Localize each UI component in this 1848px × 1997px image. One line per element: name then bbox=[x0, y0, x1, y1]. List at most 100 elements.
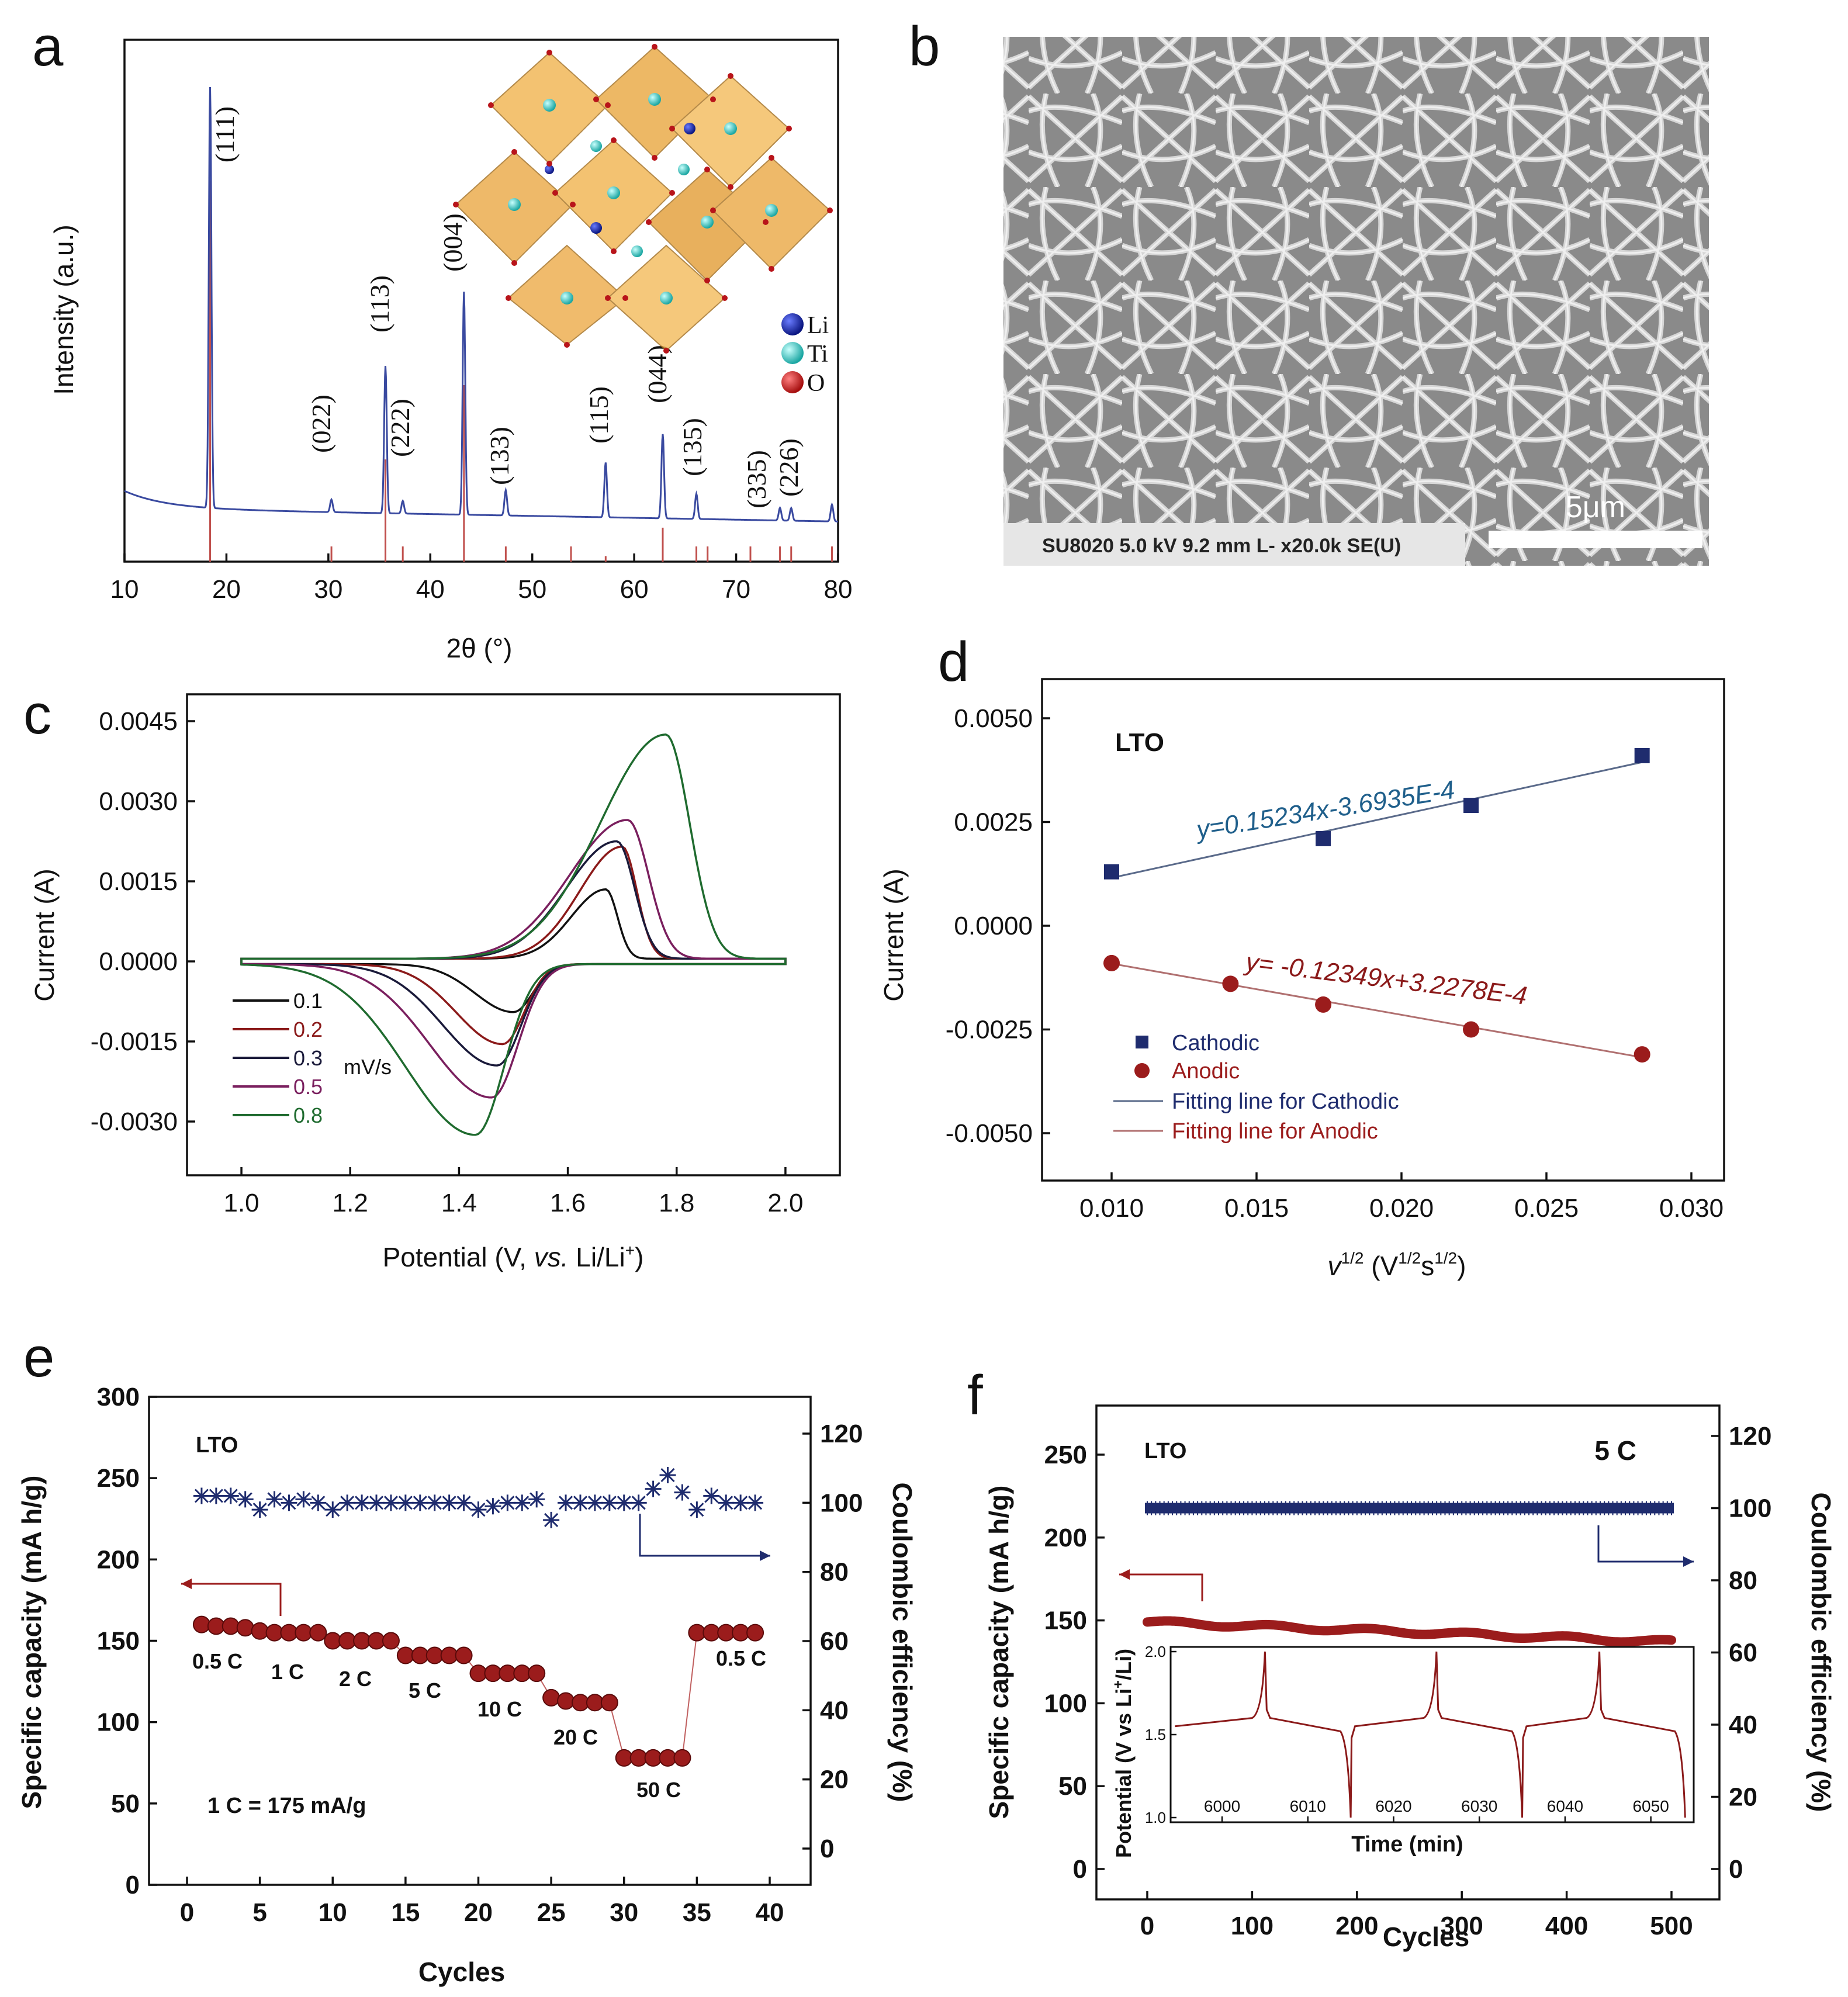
cycling-rate: 5 C bbox=[1594, 1435, 1636, 1466]
legend-cathodic-marker bbox=[1136, 1036, 1148, 1048]
legend-anodic-marker bbox=[1134, 1063, 1150, 1078]
xrd-plot-frame bbox=[123, 39, 839, 563]
cycling-y-right-label: Coulombic efficiency (%) bbox=[1806, 1493, 1836, 1812]
rate-data: 0.5 C 1 C 2 C 5 C 10 C 20 C 50 C 0.5 C bbox=[192, 1467, 766, 1802]
cycling-y-right-tick-label: 40 bbox=[1729, 1711, 1757, 1739]
capacity-point bbox=[309, 1624, 327, 1642]
fit-line-anodic bbox=[1111, 963, 1642, 1058]
fit-axis-ticks: 0.010 0.015 0.020 0.025 0.030 0.0050 0.0025 0.0… bbox=[946, 704, 1724, 1223]
rate-x-tick-label: 35 bbox=[683, 1898, 711, 1927]
rate-y-right-tick-label: 80 bbox=[820, 1558, 849, 1587]
inset-frame bbox=[1169, 1646, 1695, 1823]
rate-x-tick-label: 5 bbox=[252, 1898, 267, 1927]
cycling-title: LTO bbox=[1144, 1439, 1186, 1463]
capacity-line bbox=[201, 1624, 756, 1759]
fit-x-tick-label: 0.015 bbox=[1224, 1194, 1289, 1223]
rate-y-left-tick-label: 100 bbox=[97, 1708, 140, 1737]
efficiency-point bbox=[193, 1487, 210, 1504]
cv-legend-label: 0.1 bbox=[293, 989, 323, 1013]
rate-y-left-tick-label: 250 bbox=[97, 1464, 140, 1493]
efficiency-point bbox=[470, 1501, 487, 1518]
fit-y-tick-label: 0.0050 bbox=[954, 704, 1033, 733]
cv-y-label: Current (A) bbox=[29, 868, 60, 1001]
rate-x-tick-label: 40 bbox=[756, 1898, 784, 1927]
cv-curve-0_1 bbox=[240, 888, 787, 1013]
xrd-x-tick-label: 30 bbox=[314, 575, 342, 604]
fit-plot-frame bbox=[1041, 678, 1725, 1182]
efficiency-point bbox=[659, 1467, 676, 1483]
fit-line-cathodic bbox=[1111, 761, 1642, 879]
cathodic-point bbox=[1316, 830, 1331, 846]
rate-y-right-tick-label: 120 bbox=[820, 1420, 863, 1448]
capacity-point bbox=[484, 1664, 502, 1683]
efficiency-point bbox=[426, 1494, 443, 1511]
cycling-x-tick-label: 500 bbox=[1650, 1912, 1693, 1940]
inset-x-tick-label: 6050 bbox=[1632, 1797, 1669, 1815]
xrd-peak-labels: (111) (022) (113) (222) (004) (133) (115) (044)… bbox=[210, 106, 804, 508]
rate-y-right-tick-label: 40 bbox=[820, 1696, 849, 1725]
capacity-point bbox=[629, 1749, 648, 1767]
efficiency-point bbox=[528, 1491, 545, 1508]
efficiency-point bbox=[237, 1491, 254, 1508]
ti-atom-icon bbox=[781, 342, 804, 364]
capacity-point bbox=[717, 1624, 735, 1642]
inset-x-label: Time (min) bbox=[1351, 1832, 1463, 1857]
cycling-axis-arrows bbox=[1119, 1525, 1694, 1601]
efficiency-point bbox=[455, 1494, 472, 1511]
cv-x-tick-label: 1.6 bbox=[550, 1189, 586, 1217]
panel-label-e: e bbox=[23, 1326, 54, 1389]
capacity-point bbox=[440, 1646, 458, 1664]
cv-legend-label: 0.5 bbox=[293, 1075, 323, 1099]
rate-label: 0.5 C bbox=[716, 1646, 766, 1670]
efficiency-point bbox=[499, 1494, 516, 1511]
fit-y-tick-label: -0.0050 bbox=[946, 1119, 1033, 1148]
efficiency-point bbox=[251, 1501, 268, 1518]
cv-legend-unit: mV/s bbox=[344, 1055, 392, 1079]
rate-y-right-tick-label: 60 bbox=[820, 1627, 849, 1656]
capacity-point bbox=[222, 1617, 240, 1635]
efficiency-point bbox=[747, 1494, 764, 1511]
inset-y-label: Potential (V vs Li+/Li) bbox=[1110, 1649, 1136, 1858]
cycling-y-left-tick-label: 250 bbox=[1044, 1441, 1087, 1469]
sem-info-text: SU8020 5.0 kV 9.2 mm L- x20.0k SE(U) bbox=[1042, 535, 1401, 557]
cv-y-tick-label: 0.0045 bbox=[99, 707, 178, 736]
efficiency-point bbox=[441, 1494, 458, 1511]
li-atom-icon bbox=[781, 313, 804, 335]
capacity-point bbox=[499, 1664, 517, 1683]
efficiency-point bbox=[703, 1487, 720, 1504]
capacity-point bbox=[353, 1632, 371, 1650]
cycling-axis-ticks: 0 100 200 300 400 500 0 50 100 150 200 250 0 20 40 60 80… bbox=[1044, 1422, 1772, 1940]
capacity-point bbox=[732, 1624, 750, 1642]
cycling-y-left-tick-label: 100 bbox=[1044, 1689, 1087, 1718]
panel-label-c: c bbox=[23, 683, 51, 746]
efficiency-point bbox=[630, 1494, 647, 1511]
cv-y-tick-label: 0.0015 bbox=[99, 867, 178, 896]
cv-y-tick-label: 0.0000 bbox=[99, 947, 178, 976]
sem-scale-bar bbox=[1489, 531, 1702, 548]
efficiency-point bbox=[485, 1498, 501, 1515]
cycling-y-right-tick-label: 60 bbox=[1729, 1639, 1757, 1667]
rate-axis-arrows bbox=[181, 1514, 770, 1616]
anodic-point bbox=[1634, 1046, 1650, 1063]
inset-x-tick-label: 6020 bbox=[1375, 1797, 1411, 1815]
efficiency-point bbox=[586, 1494, 603, 1511]
cv-x-tick-label: 1.8 bbox=[659, 1189, 694, 1217]
sem-image bbox=[1003, 37, 1709, 566]
panel-d: d 0.010 0.015 0.020 0.025 0.0300.00500.00250… bbox=[878, 631, 1725, 1281]
rate-label: 2 C bbox=[339, 1667, 372, 1691]
anodic-point bbox=[1315, 996, 1332, 1013]
efficiency-band bbox=[1145, 1503, 1674, 1514]
cv-curves bbox=[240, 733, 787, 1136]
efficiency-point bbox=[397, 1494, 414, 1511]
rate-y-right-tick-label: 0 bbox=[820, 1835, 834, 1863]
legend-cathodic: Cathodic bbox=[1172, 1031, 1259, 1055]
efficiency-point bbox=[368, 1494, 385, 1511]
capacity-point bbox=[528, 1664, 546, 1683]
capacity-point bbox=[557, 1692, 575, 1710]
capacity-point bbox=[382, 1632, 400, 1650]
anodic-point bbox=[1463, 1021, 1480, 1038]
efficiency-point bbox=[601, 1494, 618, 1511]
cv-legend-label: 0.3 bbox=[293, 1046, 323, 1070]
anodic-point bbox=[1103, 954, 1120, 971]
cv-legend: 0.1 0.2 0.3 0.5 0.8 bbox=[233, 989, 323, 1127]
